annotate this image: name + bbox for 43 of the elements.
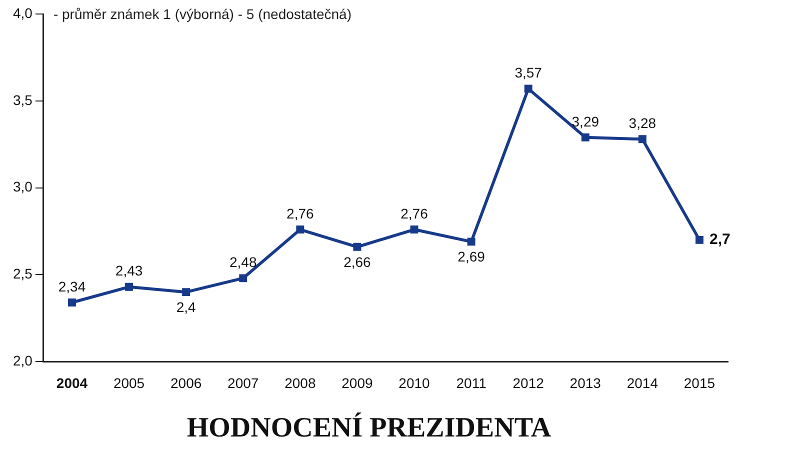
data-label: 3,57: [514, 64, 542, 81]
x-tick-label: 2009: [342, 374, 373, 391]
point: [296, 226, 304, 234]
point: [524, 84, 532, 93]
point: [68, 298, 76, 306]
data-label: 2,48: [229, 254, 257, 270]
point: [638, 135, 646, 144]
point: [696, 236, 704, 244]
point: [125, 282, 134, 291]
point: [239, 274, 248, 282]
data-label: 3,28: [628, 114, 656, 131]
x-tick-label: 2008: [284, 374, 316, 391]
x-tick-label: 2010: [398, 374, 430, 391]
x-tick-label: 2006: [170, 374, 202, 391]
data-label: 2,43: [115, 262, 143, 279]
data-label: 3,29: [572, 113, 600, 130]
data-label: 2,7: [709, 231, 730, 248]
point: [467, 238, 476, 246]
chart-subtitle: - průměr známek 1 (výborná) - 5 (nedostatečná): [53, 6, 352, 22]
point: [410, 226, 418, 234]
x-tick-label: 2015: [684, 374, 716, 391]
x-tick-label: 2007: [228, 374, 259, 391]
data-label: 2,69: [458, 248, 486, 265]
x-tick-label: 2014: [626, 374, 658, 391]
y-tick-label: 2,0: [12, 352, 33, 368]
point: [353, 242, 362, 251]
y-tick-label: 4,0: [12, 4, 33, 21]
data-label: 2,66: [344, 254, 372, 270]
text: HODNOCENÍ PREZIDENTA: [186, 411, 552, 444]
y-tick-label: 2,5: [12, 266, 33, 282]
point: [182, 288, 190, 296]
x-tick-label: 2012: [512, 374, 544, 391]
data-label: 2,4: [176, 298, 196, 315]
point: [581, 133, 590, 142]
y-tick-label: 3,0: [12, 178, 33, 195]
data-label: 2,76: [400, 205, 428, 222]
x-tick-label: 2011: [456, 374, 487, 391]
x-tick-label: 2004: [56, 374, 88, 391]
y-tick-label: 3,5: [12, 92, 33, 108]
data-label: 2,34: [58, 278, 86, 294]
x-tick-label: 2013: [570, 374, 602, 391]
x-tick-label: 2005: [113, 374, 145, 391]
data-label: 2,76: [286, 205, 314, 222]
